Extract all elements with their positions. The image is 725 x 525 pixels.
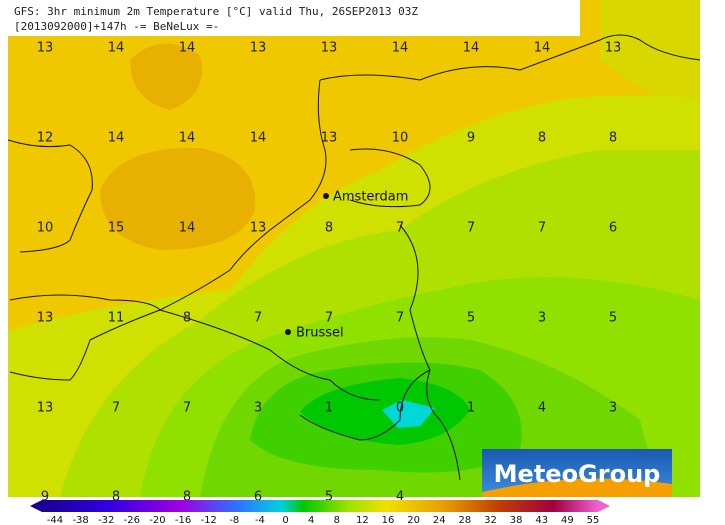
- legend-label: -16: [175, 515, 191, 525]
- legend-label: -32: [98, 515, 114, 525]
- grid-value: 13: [605, 41, 622, 56]
- grid-value: 8: [538, 131, 546, 146]
- legend-label: -26: [124, 515, 140, 525]
- grid-value: 13: [37, 401, 54, 416]
- grid-value: 7: [325, 311, 333, 326]
- grid-value: 10: [37, 221, 54, 236]
- grid-value: 3: [254, 401, 262, 416]
- city-label: Brussel: [296, 326, 344, 341]
- legend-label: 38: [510, 515, 523, 525]
- legend-label: -20: [149, 515, 165, 525]
- grid-value: 4: [396, 490, 404, 505]
- legend-label: 12: [356, 515, 369, 525]
- grid-value: 3: [538, 311, 546, 326]
- legend-label: -12: [201, 515, 217, 525]
- grid-value: 7: [396, 221, 404, 236]
- coastlines: [7, 34, 701, 481]
- legend-label: -4: [255, 515, 265, 525]
- city-label: Amsterdam: [333, 190, 408, 205]
- legend-label: -8: [229, 515, 239, 525]
- grid-value: 7: [538, 221, 546, 236]
- legend-label: -38: [72, 515, 88, 525]
- grid-value: 9: [41, 490, 49, 505]
- legend-label: 0: [282, 515, 288, 525]
- legend-label: 43: [535, 515, 548, 525]
- legend-arrow: [598, 500, 610, 512]
- city-dot: [323, 193, 329, 199]
- grid-value: 4: [538, 401, 546, 416]
- grid-value: 5: [467, 311, 475, 326]
- legend-label: 55: [587, 515, 600, 525]
- legend-label: 8: [334, 515, 340, 525]
- grid-value: 5: [325, 490, 333, 505]
- grid-value: 1: [325, 401, 333, 416]
- grid-value: 14: [108, 131, 125, 146]
- grid-value: 8: [609, 131, 617, 146]
- grid-value: 0: [396, 401, 404, 416]
- grid-value: 14: [250, 131, 267, 146]
- grid-value: 13: [37, 41, 54, 56]
- legend-label: 16: [382, 515, 395, 525]
- grid-value: 6: [609, 221, 617, 236]
- grid-value: 13: [321, 131, 338, 146]
- grid-value: 10: [392, 131, 409, 146]
- grid-value: 7: [396, 311, 404, 326]
- logo: MeteoGroup: [482, 449, 672, 497]
- grid-value: 14: [108, 41, 125, 56]
- grid-value: 7: [112, 401, 120, 416]
- legend-label: -44: [47, 515, 63, 525]
- grid-value: 7: [183, 401, 191, 416]
- grid-value: 6: [254, 490, 262, 505]
- legend-label: 24: [433, 515, 446, 525]
- grid-value: 15: [108, 221, 125, 236]
- grid-value: 14: [463, 41, 480, 56]
- grid-value: 8: [325, 221, 333, 236]
- logo-text: MeteoGroup: [494, 460, 661, 488]
- temperature-field: [8, 0, 700, 497]
- header-line: [2013092000]+147h -= BeNeLux =-: [14, 20, 219, 33]
- grid-value: 11: [108, 311, 125, 326]
- grid-value: 9: [467, 131, 475, 146]
- grid-value: 13: [37, 311, 54, 326]
- grid-value: 13: [321, 41, 338, 56]
- grid-value: 12: [37, 131, 54, 146]
- header-box: [8, 0, 580, 36]
- grid-value: 14: [179, 221, 196, 236]
- logo-arc: [482, 478, 672, 497]
- grid-value: 5: [609, 311, 617, 326]
- grid-value: 7: [254, 311, 262, 326]
- grid-value: 13: [250, 41, 267, 56]
- legend-bar: [42, 500, 598, 512]
- header-line: GFS: 3hr minimum 2m Temperature [°C] val…: [14, 5, 418, 18]
- city-dot: [285, 329, 291, 335]
- legend-label: 20: [407, 515, 420, 525]
- legend-label: 49: [561, 515, 574, 525]
- legend-arrow: [30, 500, 42, 512]
- grid-value: 14: [534, 41, 551, 56]
- legend-label: 32: [484, 515, 497, 525]
- grid-value: 14: [179, 41, 196, 56]
- grid-value: 1: [467, 401, 475, 416]
- grid-value: 8: [112, 490, 120, 505]
- legend: [30, 500, 610, 512]
- grid-value: 3: [609, 401, 617, 416]
- grid-value: 8: [183, 490, 191, 505]
- grid-value: 8: [183, 311, 191, 326]
- grid-value: 14: [392, 41, 409, 56]
- grid-value: 13: [250, 221, 267, 236]
- grid-value: 14: [179, 131, 196, 146]
- grid-value: 7: [467, 221, 475, 236]
- legend-label: 28: [459, 515, 472, 525]
- legend-label: 4: [308, 515, 314, 525]
